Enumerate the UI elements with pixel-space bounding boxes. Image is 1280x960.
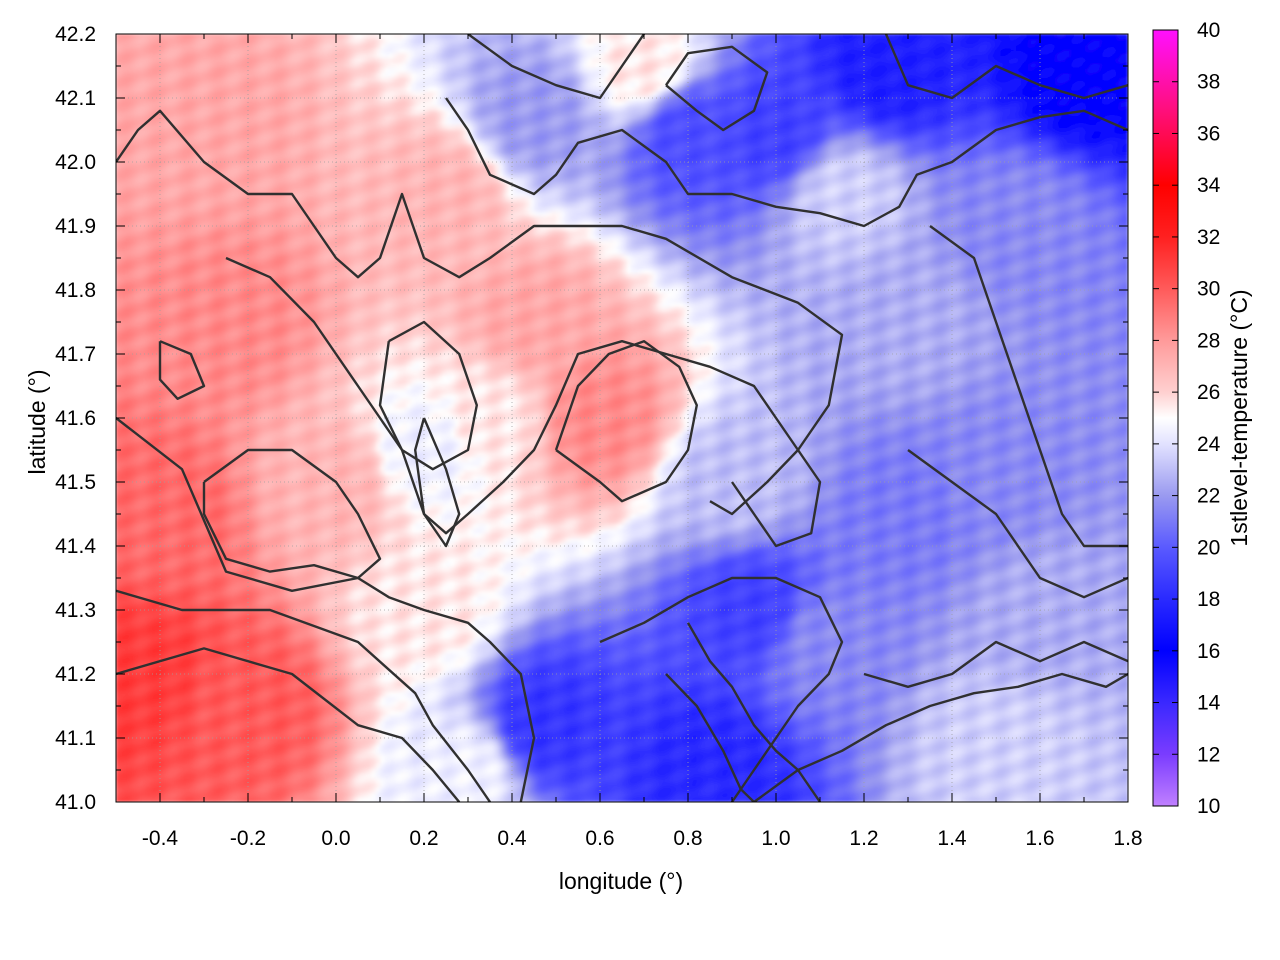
x-axis-label: longitude (°) <box>559 868 683 894</box>
colorbar-ticks: 10 12 14 16 18 20 22 24 26 28 30 32 34 36 38 40 <box>1153 19 1221 818</box>
contour-line-20 <box>665 45 769 132</box>
colorbar-tick-label: 14 <box>1197 692 1221 715</box>
y-tick-label: 41.2 <box>55 663 96 686</box>
x-tick-label: 0.2 <box>409 827 438 850</box>
y-tick-label: 41.0 <box>55 791 96 814</box>
contour-line-13 <box>863 640 1128 688</box>
contour-line-0 <box>116 647 461 802</box>
colorbar-tick-label: 26 <box>1197 381 1220 404</box>
grid <box>116 33 1129 803</box>
colorbar-tick-label: 30 <box>1197 278 1220 301</box>
colorbar-tick-label: 28 <box>1197 329 1220 352</box>
colorbar-tick-label: 38 <box>1197 71 1220 94</box>
colorbar-tick-label: 18 <box>1197 588 1220 611</box>
y-axis-label: latitude (°) <box>24 369 50 474</box>
contour-line-2 <box>116 417 536 802</box>
contour-line-19 <box>158 340 206 400</box>
y-tick-label: 41.6 <box>55 407 96 430</box>
contour-lines <box>116 34 1128 802</box>
contour-line-9 <box>445 97 1128 228</box>
contour-line-15 <box>907 449 1128 599</box>
y-tick-label: 41.4 <box>55 535 96 558</box>
contour-line-6 <box>202 448 382 580</box>
y-axis: 41.0 41.1 41.2 41.3 41.4 41.5 41.6 41.7 41.8 41.9… <box>55 23 1128 814</box>
colorbar-tick-label: 24 <box>1197 433 1221 456</box>
x-tick-label: 1.0 <box>761 827 790 850</box>
x-tick-label: -0.4 <box>142 827 179 850</box>
y-tick-label: 41.8 <box>55 279 96 302</box>
contour-line-8 <box>467 34 645 100</box>
y-tick-label: 41.3 <box>55 599 96 622</box>
y-tick-label: 41.9 <box>55 215 96 238</box>
contour-line-11 <box>665 673 755 802</box>
colorbar: 10 12 14 16 18 20 22 24 26 28 30 32 34 36 38 40 1stleve… <box>1152 19 1252 818</box>
contour-line-4 <box>225 256 822 548</box>
y-tick-label: 42.0 <box>55 151 96 174</box>
colorbar-tick-label: 40 <box>1197 19 1220 42</box>
contour-line-17 <box>884 34 1128 100</box>
x-axis: -0.4 -0.2 0.0 0.2 0.4 0.6 0.8 1.0 1.2 1.4 1.6 1.8 <box>115 34 1143 850</box>
colorbar-tick-label: 36 <box>1197 122 1220 145</box>
contour-line-1 <box>116 589 491 802</box>
contour-line-18 <box>378 320 478 471</box>
x-tick-label: -0.2 <box>230 827 266 850</box>
colorbar-tick-label: 12 <box>1197 743 1220 766</box>
contour-line-5 <box>554 340 698 503</box>
contour-line-7 <box>414 417 461 548</box>
colorbar-tick-label: 10 <box>1197 795 1220 818</box>
x-tick-label: 1.4 <box>937 827 967 850</box>
y-tick-label: 42.2 <box>55 23 96 46</box>
y-tick-label: 41.1 <box>55 727 96 750</box>
colorbar-label: 1stlevel-temperature (°C) <box>1226 289 1252 546</box>
contour-line-16 <box>929 225 1128 548</box>
x-tick-label: 1.8 <box>1113 827 1142 850</box>
colorbar-tick-label: 22 <box>1197 485 1220 508</box>
plot-area <box>115 33 1129 803</box>
contour-line-14 <box>753 672 1128 802</box>
x-tick-label: 1.2 <box>849 827 878 850</box>
x-tick-label: 1.6 <box>1025 827 1054 850</box>
contour-line-3 <box>116 109 844 516</box>
x-tick-label: 0.4 <box>497 827 527 850</box>
colorbar-tick-label: 32 <box>1197 226 1220 249</box>
x-tick-label: 0.0 <box>321 827 350 850</box>
colorbar-gradient <box>1152 29 1179 807</box>
colorbar-tick-label: 16 <box>1197 640 1220 663</box>
y-tick-label: 41.7 <box>55 343 96 366</box>
x-tick-label: 0.8 <box>673 827 702 850</box>
contour-line-12 <box>599 576 844 802</box>
colorbar-tick-label: 20 <box>1197 536 1220 559</box>
y-tick-label: 42.1 <box>55 87 96 110</box>
y-tick-label: 41.5 <box>55 471 96 494</box>
x-tick-label: 0.6 <box>585 827 614 850</box>
colorbar-tick-label: 34 <box>1197 174 1221 197</box>
